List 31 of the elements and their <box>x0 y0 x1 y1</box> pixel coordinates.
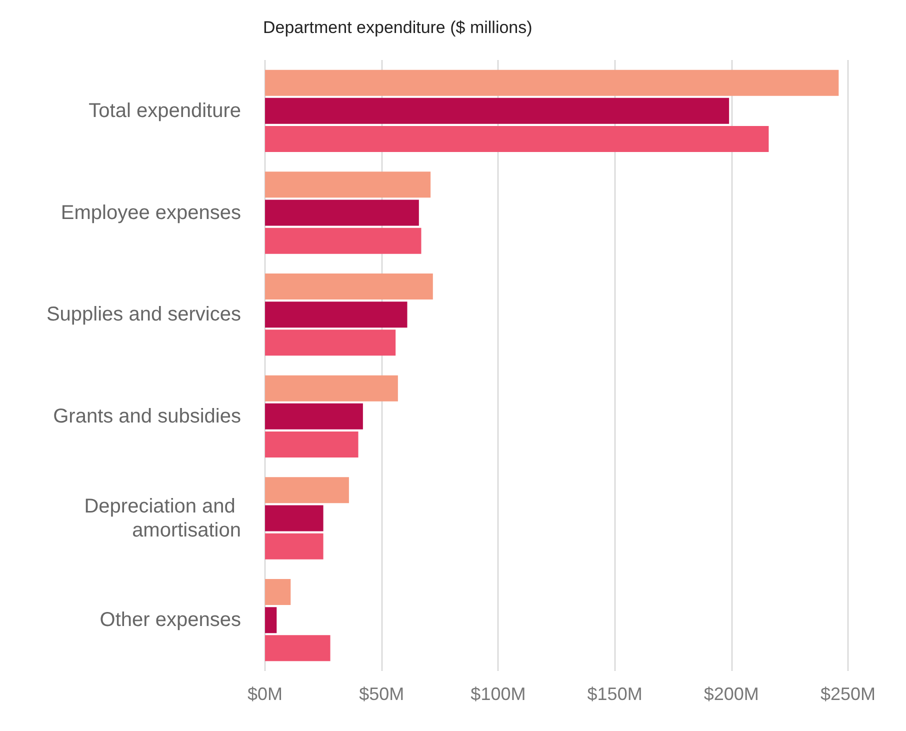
bar <box>265 477 349 504</box>
bar <box>265 431 358 458</box>
x-tick-label: $250M <box>820 684 876 704</box>
y-tick-label: Total expenditure <box>88 100 241 122</box>
x-tick-label: $50M <box>359 684 404 704</box>
bar <box>265 635 330 662</box>
y-tick-label: Depreciation and amortisation <box>84 495 241 542</box>
bar <box>265 302 408 328</box>
x-tick-label: $200M <box>704 684 759 704</box>
y-tick-label: Grants and subsidies <box>53 405 241 428</box>
bar <box>265 274 433 300</box>
bar <box>265 228 422 254</box>
bar <box>265 579 291 606</box>
bar <box>265 533 324 560</box>
bar <box>265 505 324 532</box>
y-tick-label: Supplies and services <box>46 304 241 326</box>
chart-title: Department expenditure ($ millions) <box>263 18 532 37</box>
bar <box>265 375 398 402</box>
bar <box>265 98 730 124</box>
bar <box>265 330 396 356</box>
bar <box>265 172 431 198</box>
y-tick-label: Employee expenses <box>60 202 241 224</box>
bar <box>265 403 363 430</box>
x-tick-label: $0M <box>247 684 283 704</box>
bar <box>265 126 769 152</box>
bar <box>265 607 277 634</box>
bar <box>265 200 419 226</box>
bar <box>265 70 839 96</box>
x-tick-label: $100M <box>470 684 526 704</box>
x-tick-label: $150M <box>587 684 642 704</box>
y-tick-label: Other expenses <box>100 609 241 632</box>
